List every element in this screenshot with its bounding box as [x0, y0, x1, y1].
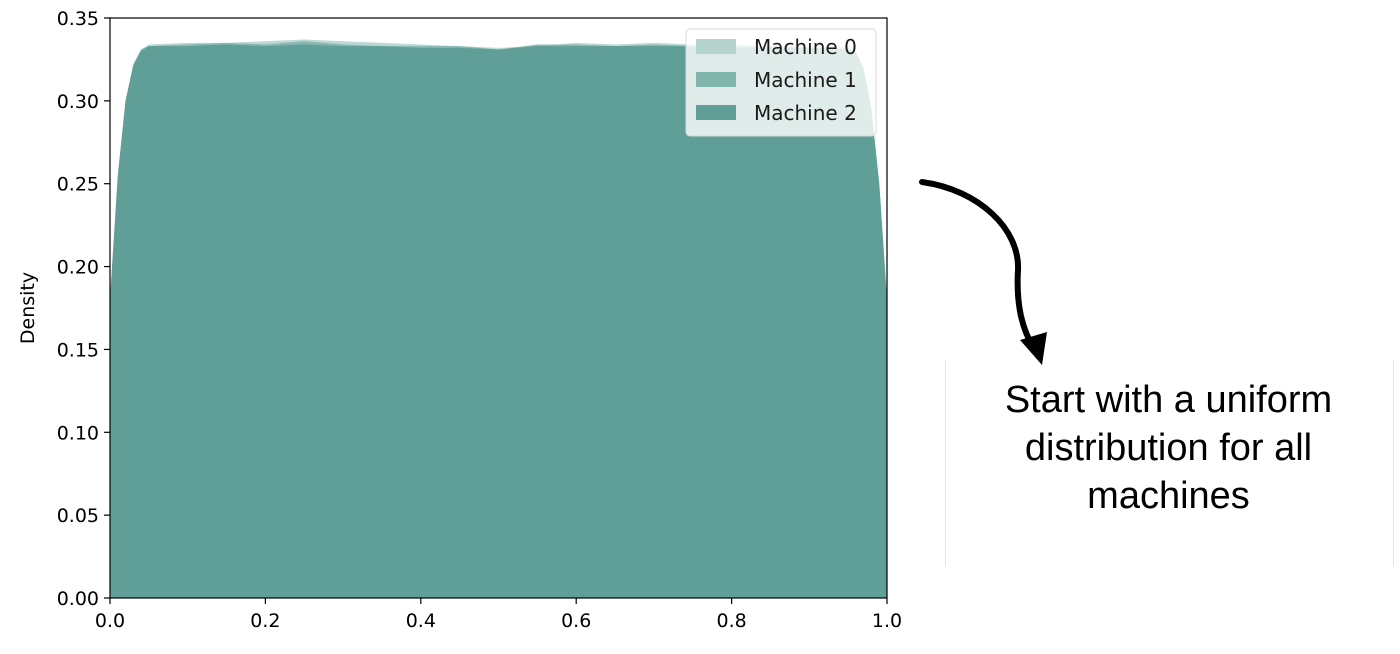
legend-label: Machine 0: [754, 35, 857, 59]
curved-arrow-icon: [919, 179, 1047, 365]
legend-swatch: [696, 105, 736, 120]
x-tick-label: 0.6: [561, 610, 591, 632]
x-tick-label: 0.8: [716, 610, 746, 632]
x-tick-label: 0.4: [406, 610, 436, 632]
density-chart: 0.0 0.2 0.4 0.6 0.8 1.0 0.000.050.100.150.200…: [17, 8, 902, 632]
callout-box: [945, 360, 1394, 566]
y-tick-label: 0.30: [57, 91, 99, 113]
callout-text: Start with a uniform distribution for al…: [1004, 379, 1333, 517]
y-axis-label: Density: [17, 272, 39, 344]
legend: Machine 0 Machine 1 Machine 2: [685, 28, 877, 137]
legend-swatch: [696, 39, 736, 54]
x-tick-label: 0.0: [95, 610, 125, 632]
y-tick-label: 0.15: [57, 339, 99, 361]
y-tick-label: 0.20: [57, 257, 99, 279]
y-axis: 0.00 0.05 0.10 0.15 0.20 0.25 0.30 0.35: [57, 8, 110, 610]
y-tick-label: 0.00: [57, 588, 99, 610]
y-tick-label: 0.05: [57, 505, 99, 527]
legend-label: Machine 2: [754, 101, 857, 125]
density-areas: [110, 39, 887, 599]
legend-label: Machine 1: [754, 68, 857, 92]
legend-swatch: [696, 72, 736, 87]
x-axis: 0.0 0.2 0.4 0.6 0.8 1.0: [95, 598, 902, 632]
x-tick-label: 1.0: [872, 610, 902, 632]
y-tick-label: 0.25: [57, 174, 99, 196]
y-tick-label: 0.35: [57, 8, 99, 30]
y-tick-label: 0.10: [57, 422, 99, 444]
plot-frame: [109, 17, 888, 599]
x-tick-label: 0.2: [250, 610, 280, 632]
area-series-2: [110, 44, 887, 598]
